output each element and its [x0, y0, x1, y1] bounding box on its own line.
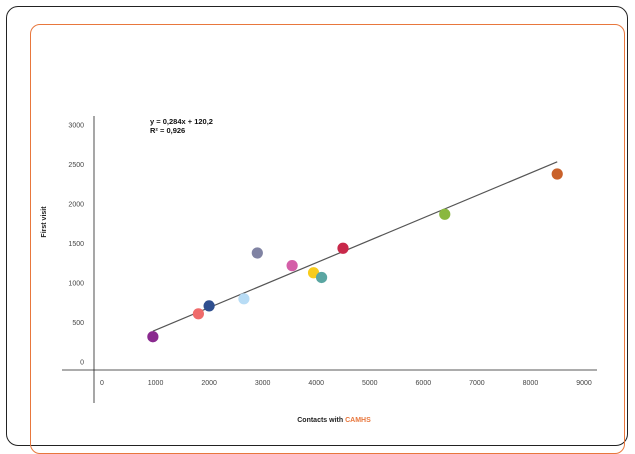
x-tick-label: 2000: [201, 380, 217, 387]
y-tick-label: 1000: [68, 281, 84, 288]
x-tick-label: 3000: [255, 380, 271, 387]
x-tick-label: 7000: [469, 380, 485, 387]
data-point: [286, 260, 298, 272]
data-point: [203, 300, 215, 312]
y-axis-title: First visit: [41, 206, 48, 238]
trendline: [152, 161, 558, 332]
scatter-chart: 0 500 1000 1500 2000 2500 3000 0 1000 2000 3000 40…: [41, 116, 597, 424]
x-tick-label: 0: [100, 380, 104, 387]
data-point: [337, 242, 349, 254]
y-tick-label: 0: [80, 360, 84, 367]
x-tick-label: 9000: [576, 380, 592, 387]
trend-equation: y = 0,284x + 120,2: [150, 117, 213, 126]
y-tick-label: 3000: [68, 123, 84, 130]
y-tick-label: 1500: [68, 241, 84, 248]
y-axis-ticks: 0 500 1000 1500 2000 2500 3000: [68, 123, 84, 367]
y-tick-label: 2500: [68, 162, 84, 169]
data-point: [192, 308, 204, 320]
trend-r-squared: R² = 0,926: [150, 126, 185, 135]
data-point: [439, 208, 451, 220]
x-axis-title-highlight: CAMHS: [345, 417, 371, 424]
data-point: [238, 293, 250, 305]
x-axis-ticks: 0 1000 2000 3000 4000 5000 6000 7000 8000 9000: [100, 380, 592, 387]
data-point: [147, 331, 159, 343]
x-tick-label: 4000: [308, 380, 324, 387]
data-points: [147, 168, 563, 343]
x-axis-title-prefix: Contacts with: [297, 417, 345, 424]
x-tick-label: 1000: [148, 380, 164, 387]
x-axis-title: Contacts with CAMHS: [297, 417, 371, 424]
data-point: [315, 271, 328, 284]
x-tick-label: 8000: [523, 380, 539, 387]
data-point: [551, 168, 563, 180]
x-tick-label: 5000: [362, 380, 378, 387]
y-tick-label: 2000: [68, 202, 84, 209]
y-tick-label: 500: [72, 320, 84, 327]
data-point: [251, 247, 263, 259]
x-tick-label: 6000: [416, 380, 432, 387]
